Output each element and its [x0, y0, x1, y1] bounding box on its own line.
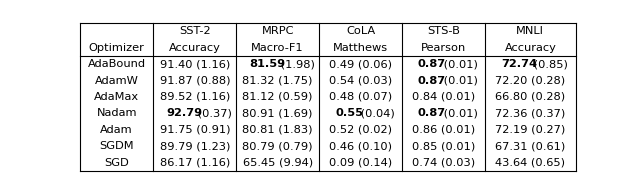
Text: 0.52 (0.02): 0.52 (0.02): [329, 125, 392, 135]
Text: SST-2: SST-2: [179, 26, 211, 36]
Text: 0.54 (0.03): 0.54 (0.03): [329, 75, 392, 85]
Text: (1.98): (1.98): [277, 59, 315, 69]
Text: SGD: SGD: [104, 158, 129, 168]
Text: 72.19 (0.27): 72.19 (0.27): [495, 125, 566, 135]
Text: 66.80 (0.28): 66.80 (0.28): [495, 92, 565, 102]
Text: 0.87: 0.87: [418, 59, 446, 69]
Text: 0.86 (0.01): 0.86 (0.01): [412, 125, 475, 135]
Text: 80.79 (0.79): 80.79 (0.79): [243, 141, 313, 151]
Text: 0.85 (0.01): 0.85 (0.01): [412, 141, 475, 151]
Text: 91.87 (0.88): 91.87 (0.88): [159, 75, 230, 85]
Text: 72.74: 72.74: [502, 59, 538, 69]
Text: (0.01): (0.01): [440, 75, 477, 85]
Text: 89.52 (1.16): 89.52 (1.16): [160, 92, 230, 102]
Text: (0.85): (0.85): [530, 59, 568, 69]
Text: Pearson: Pearson: [420, 43, 466, 53]
Text: 91.75 (0.91): 91.75 (0.91): [159, 125, 230, 135]
Text: 80.81 (1.83): 80.81 (1.83): [243, 125, 313, 135]
Text: Macro-F1: Macro-F1: [252, 43, 304, 53]
Text: 0.74 (0.03): 0.74 (0.03): [412, 158, 475, 168]
Text: 72.20 (0.28): 72.20 (0.28): [495, 75, 565, 85]
Text: 81.32 (1.75): 81.32 (1.75): [243, 75, 313, 85]
Text: SGDM: SGDM: [99, 141, 134, 151]
Text: 0.55: 0.55: [335, 108, 363, 118]
Text: MRPC: MRPC: [261, 26, 294, 36]
Text: STS-B: STS-B: [427, 26, 460, 36]
Text: 67.31 (0.61): 67.31 (0.61): [495, 141, 566, 151]
Text: Accuracy: Accuracy: [169, 43, 221, 53]
Text: 81.59: 81.59: [249, 59, 285, 69]
Text: MNLI: MNLI: [516, 26, 545, 36]
Text: AdamW: AdamW: [95, 75, 139, 85]
Text: CoLA: CoLA: [346, 26, 375, 36]
Text: (0.04): (0.04): [356, 108, 394, 118]
Text: (0.01): (0.01): [440, 59, 477, 69]
Text: 81.12 (0.59): 81.12 (0.59): [243, 92, 313, 102]
Text: 86.17 (1.16): 86.17 (1.16): [160, 158, 230, 168]
Text: 0.49 (0.06): 0.49 (0.06): [329, 59, 392, 69]
Text: 0.87: 0.87: [418, 108, 446, 118]
Text: 89.79 (1.23): 89.79 (1.23): [159, 141, 230, 151]
Text: 0.84 (0.01): 0.84 (0.01): [412, 92, 475, 102]
Text: AdaBound: AdaBound: [88, 59, 146, 69]
Text: 65.45 (9.94): 65.45 (9.94): [243, 158, 313, 168]
Text: Adam: Adam: [100, 125, 133, 135]
Text: 80.91 (1.69): 80.91 (1.69): [243, 108, 313, 118]
Text: Nadam: Nadam: [97, 108, 137, 118]
Text: Accuracy: Accuracy: [504, 43, 556, 53]
Text: 0.46 (0.10): 0.46 (0.10): [329, 141, 392, 151]
Text: 72.36 (0.37): 72.36 (0.37): [495, 108, 566, 118]
Text: 43.64 (0.65): 43.64 (0.65): [495, 158, 565, 168]
Text: (0.37): (0.37): [194, 108, 232, 118]
Text: Matthews: Matthews: [333, 43, 388, 53]
Text: 0.48 (0.07): 0.48 (0.07): [329, 92, 392, 102]
Text: AdaMax: AdaMax: [94, 92, 140, 102]
Text: 0.87: 0.87: [418, 75, 446, 85]
Text: Optimizer: Optimizer: [89, 43, 145, 53]
Text: 91.40 (1.16): 91.40 (1.16): [160, 59, 230, 69]
Text: (0.01): (0.01): [440, 108, 477, 118]
Text: 92.79: 92.79: [166, 108, 202, 118]
Text: 0.09 (0.14): 0.09 (0.14): [329, 158, 392, 168]
